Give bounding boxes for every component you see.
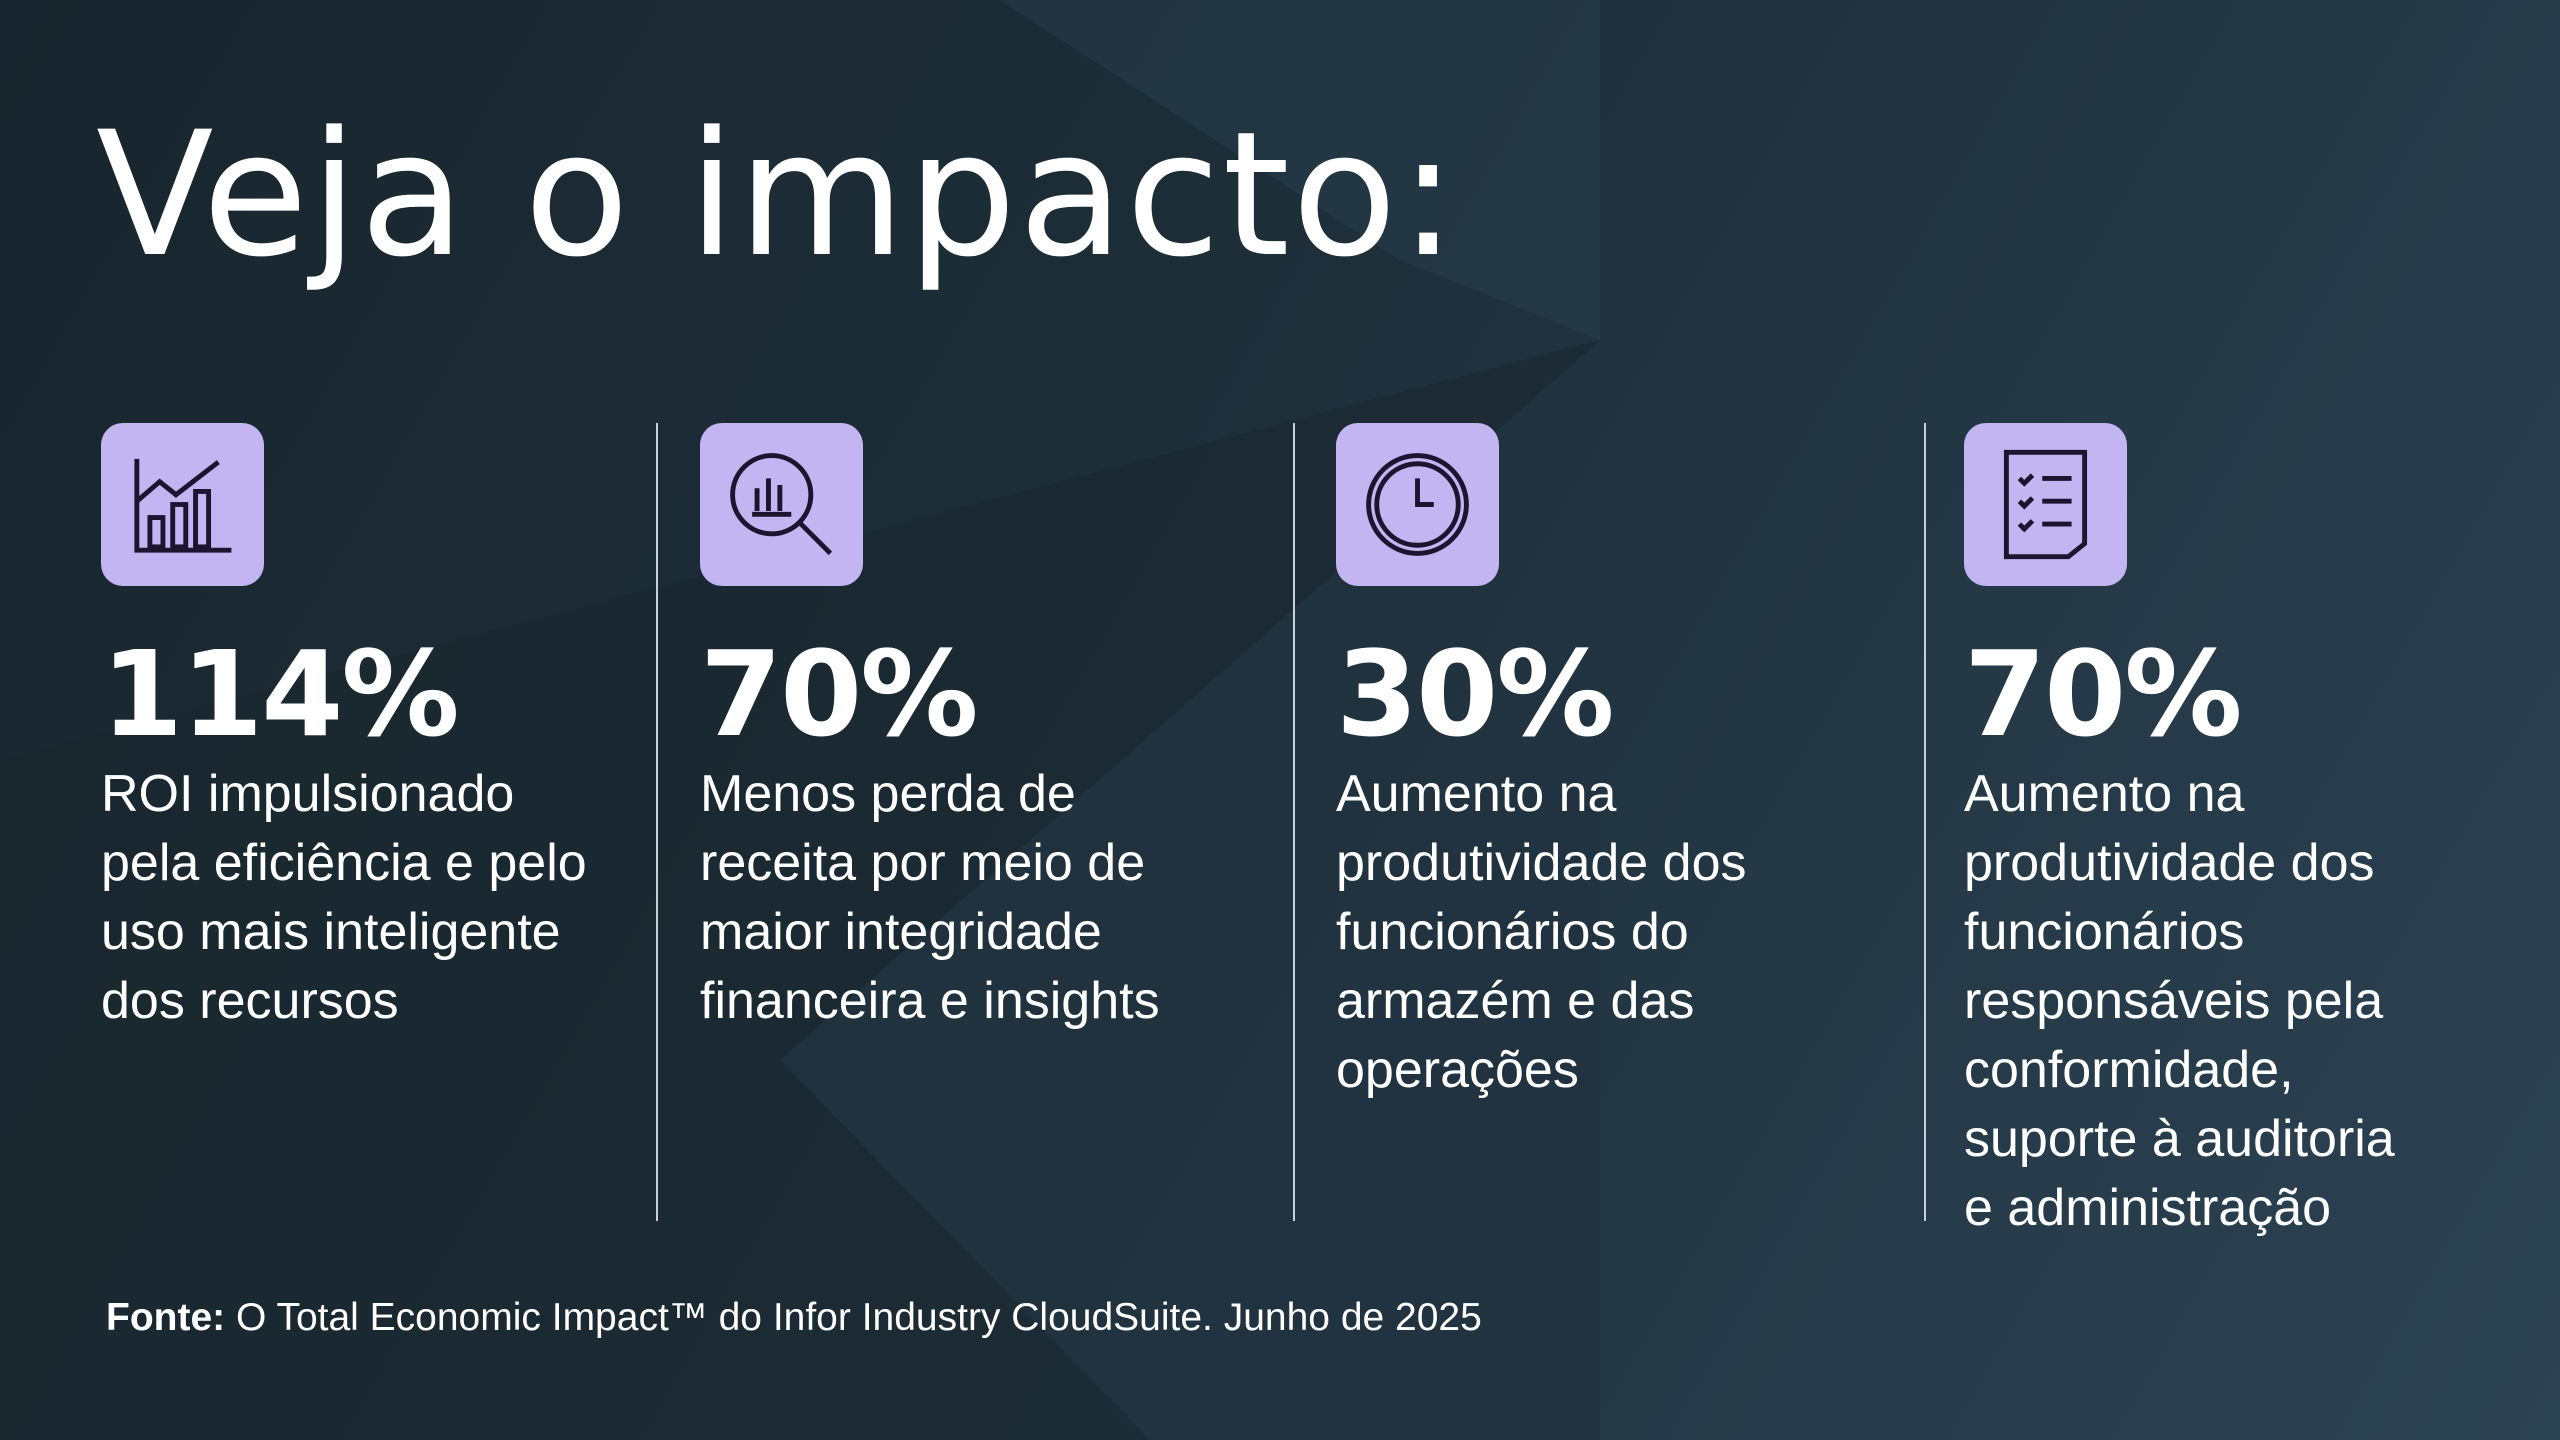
icon-chart: [101, 423, 264, 586]
stat: 30% Aumento na produtividade dos funcion…: [1336, 625, 1766, 1105]
title: Veja o impacto:: [96, 94, 1459, 295]
divider: [656, 423, 658, 1221]
stat-description: ROI impulsionado pela eficiência e pelo …: [101, 764, 587, 1030]
stat-value: 70%: [700, 625, 978, 763]
icon-clock: [1336, 423, 1499, 586]
footer-text: O Total Economic Impact™ do Infor Indust…: [235, 1296, 1482, 1339]
footer: Fonte: O Total Economic Impact™ do Infor…: [106, 1296, 1482, 1340]
icon-search: [700, 423, 863, 586]
icon-checklist: [1964, 423, 2127, 586]
stat: 70% Menos perda de receita por meio de m…: [700, 625, 1240, 1036]
stat-description: Menos perda de receita por meio de maior…: [700, 764, 1160, 1030]
footer-label: Fonte:: [106, 1296, 226, 1339]
stat-value: 114%: [101, 625, 460, 763]
divider: [1924, 423, 1926, 1221]
stat-description: Aumento na produtividade dos funcionário…: [1964, 764, 2395, 1237]
divider: [1293, 423, 1295, 1221]
stat: 70% Aumento na produtividade dos funcion…: [1964, 625, 2414, 1243]
stat-description: Aumento na produtividade dos funcionário…: [1336, 764, 1747, 1099]
stat-value: 70%: [1964, 625, 2242, 763]
stat-value: 30%: [1336, 625, 1614, 763]
stat: 114% ROI impulsionado pela eficiência e …: [101, 625, 621, 1036]
